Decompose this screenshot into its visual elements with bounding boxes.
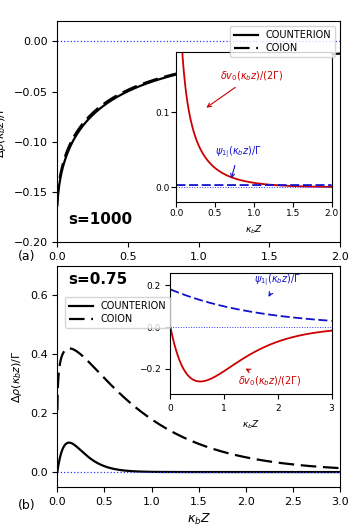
COUNTERION — [330, 469, 334, 475]
Text: s=1000: s=1000 — [69, 212, 133, 227]
COUNTERION — [185, 469, 190, 475]
Line: COUNTERION: COUNTERION — [57, 443, 340, 472]
Line: COION: COION — [57, 53, 340, 201]
COION — [185, 68, 189, 74]
COUNTERION — [70, 440, 74, 446]
COION — [278, 460, 282, 466]
Y-axis label: $\Delta\rho(\kappa_b z)/\Gamma$: $\Delta\rho(\kappa_b z)/\Gamma$ — [10, 350, 24, 403]
COUNTERION — [278, 469, 282, 475]
Legend: COUNTERION, COION: COUNTERION, COION — [65, 297, 170, 328]
Text: (a): (a) — [18, 250, 35, 263]
COION — [278, 55, 282, 61]
COION — [185, 436, 190, 443]
COION — [330, 464, 334, 471]
COION — [193, 66, 197, 73]
COUNTERION — [338, 469, 342, 475]
COION — [330, 51, 334, 57]
COION — [330, 464, 334, 471]
COION — [70, 346, 74, 352]
COUNTERION — [330, 51, 334, 57]
COION — [70, 137, 74, 144]
COION — [330, 51, 334, 57]
COION — [338, 465, 342, 471]
COION — [338, 50, 342, 56]
COUNTERION — [55, 468, 59, 475]
COION — [67, 345, 72, 352]
COUNTERION — [338, 51, 342, 57]
COUNTERION — [193, 469, 197, 475]
COUNTERION — [55, 202, 59, 209]
COUNTERION — [278, 55, 282, 62]
Line: COUNTERION: COUNTERION — [57, 54, 340, 205]
COION — [193, 439, 197, 446]
Line: COION: COION — [57, 348, 340, 468]
COUNTERION — [330, 469, 334, 475]
Text: s=0.75: s=0.75 — [69, 272, 128, 287]
X-axis label: $\kappa_b Z$: $\kappa_b Z$ — [187, 268, 211, 282]
X-axis label: $\kappa_b Z$: $\kappa_b Z$ — [187, 512, 211, 527]
COION — [55, 197, 59, 204]
Y-axis label: $\Delta\rho(\kappa_b z)/\Gamma$: $\Delta\rho(\kappa_b z)/\Gamma$ — [0, 105, 8, 158]
COUNTERION — [70, 140, 74, 146]
COUNTERION — [193, 67, 197, 73]
Legend: COUNTERION, COION: COUNTERION, COION — [230, 26, 335, 57]
COUNTERION — [67, 439, 71, 446]
COUNTERION — [185, 69, 189, 75]
Text: (b): (b) — [18, 499, 35, 512]
COION — [55, 407, 59, 413]
COUNTERION — [330, 51, 334, 57]
